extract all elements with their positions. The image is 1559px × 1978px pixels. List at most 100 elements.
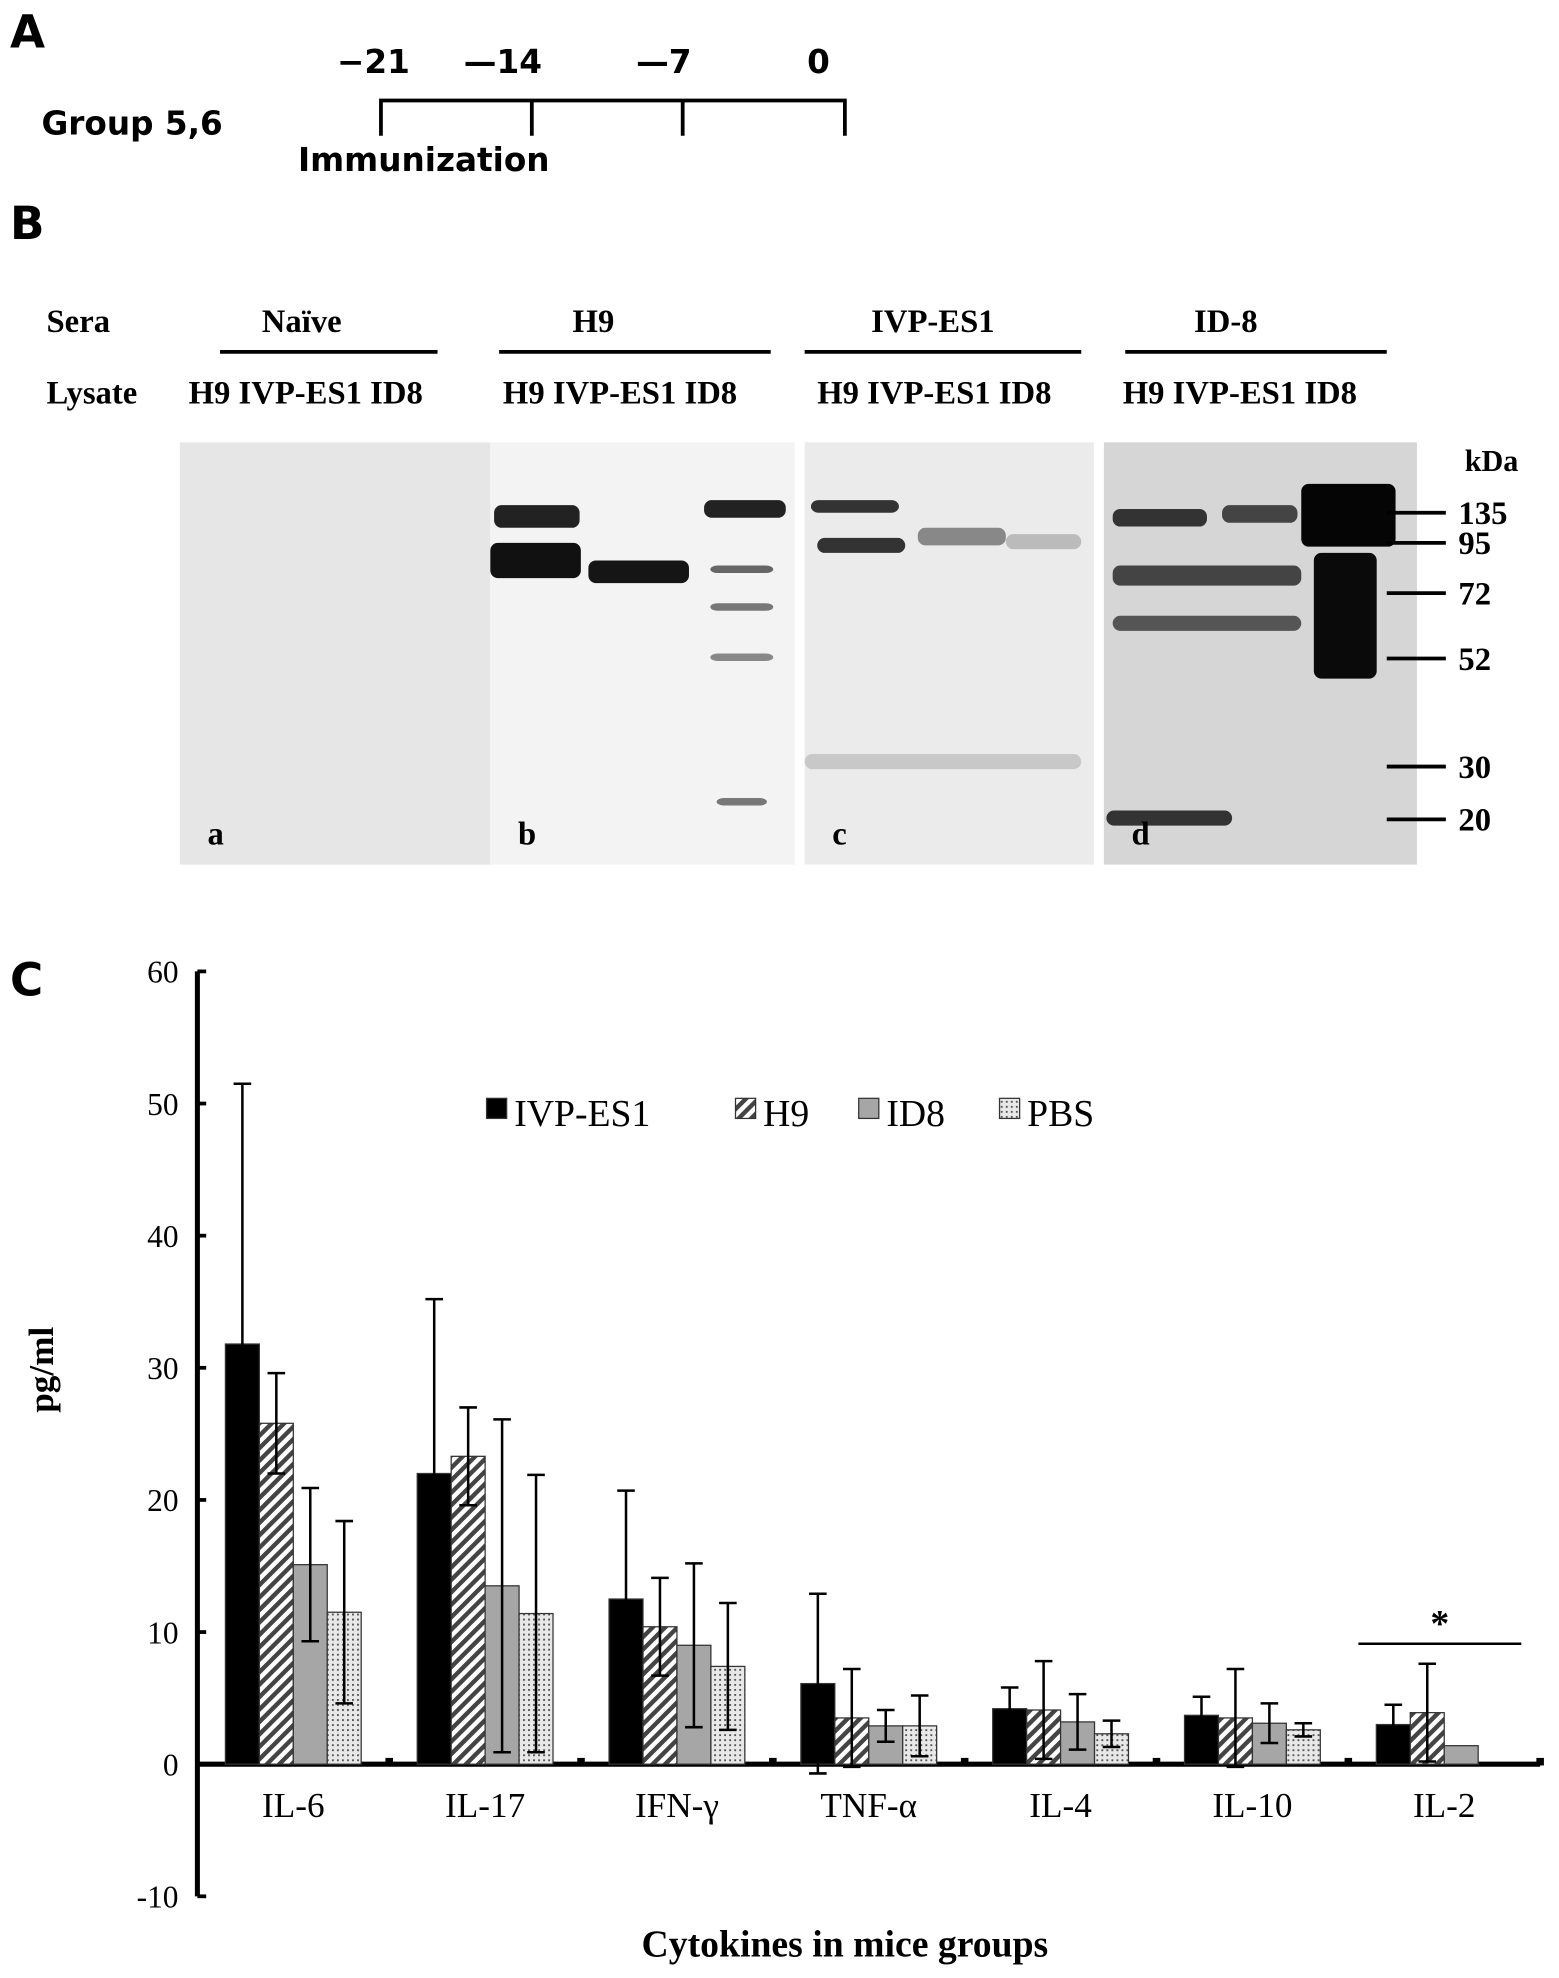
y-tick-label: 40	[147, 1219, 178, 1254]
y-tick-label: 50	[147, 1087, 178, 1122]
x-tick	[1344, 1757, 1353, 1766]
error-bar	[910, 1694, 929, 1758]
error-bar	[1000, 1686, 1019, 1732]
error-bar	[685, 1562, 703, 1729]
error-bar	[1294, 1721, 1313, 1738]
error-bar	[233, 1082, 252, 1606]
x-tick	[385, 1757, 393, 1766]
lysate-label: IVP-ES1	[239, 375, 362, 411]
error-bar	[527, 1473, 545, 1754]
sera-label: H9	[573, 304, 615, 340]
lysate-label: IVP-ES1	[1173, 375, 1296, 411]
significance-mark: *	[1430, 1603, 1449, 1645]
x-tick-label: IL-17	[445, 1786, 525, 1825]
x-tick-label: IL-4	[1029, 1786, 1092, 1825]
blot-band	[804, 754, 1082, 770]
error-bar	[267, 1371, 286, 1475]
blot-band	[1112, 615, 1302, 631]
legend-label: ID8	[886, 1093, 945, 1135]
x-tick	[577, 1757, 585, 1766]
blot-band	[1301, 483, 1396, 547]
error-bar	[1034, 1659, 1053, 1761]
x-tick-label: IFN-γ	[635, 1786, 719, 1825]
error-bar	[1260, 1702, 1279, 1745]
error-bar	[301, 1486, 320, 1643]
error-bar	[719, 1601, 737, 1732]
event-label: Immunization	[298, 141, 550, 179]
legend-label: PBS	[1027, 1093, 1094, 1135]
panel-label: C	[10, 953, 43, 1006]
lysate-label: H9	[503, 375, 545, 411]
legend-swatch	[734, 1097, 757, 1120]
blot-band	[710, 565, 774, 574]
blot-letter: d	[1132, 816, 1150, 852]
lysate-label: ID8	[999, 375, 1052, 411]
blot-band	[1313, 552, 1377, 679]
error-bar	[459, 1406, 477, 1507]
lysate-label: IVP-ES1	[867, 375, 990, 411]
sera-label: ID-8	[1194, 304, 1258, 340]
lysate-label: ID8	[1304, 375, 1357, 411]
y-tick-label: 20	[147, 1483, 178, 1518]
error-bar	[1102, 1719, 1121, 1749]
blot-band	[1106, 810, 1233, 826]
blot-band	[1005, 534, 1082, 550]
day-label: —7	[636, 43, 691, 81]
x-tick-label: IL-10	[1212, 1786, 1292, 1825]
blot-band	[917, 527, 1006, 546]
lysate-labels: H9 IVP-ES1 ID8	[189, 375, 423, 411]
marker-label: 72	[1458, 576, 1491, 612]
blot-band	[716, 797, 767, 806]
x-tick	[1536, 1757, 1544, 1766]
lysate-label: ID8	[370, 375, 423, 411]
error-bar	[425, 1297, 444, 1650]
marker-label: 135	[1458, 496, 1507, 532]
sera-label: Naïve	[262, 304, 342, 340]
error-bar	[1068, 1692, 1087, 1751]
blot-letter: b	[518, 816, 536, 852]
error-bar	[1192, 1695, 1211, 1736]
blot-band	[817, 537, 906, 553]
timeline	[379, 98, 847, 136]
row-title: Lysate	[47, 375, 138, 411]
lysate-labels: H9 IVP-ES1 ID8	[817, 375, 1051, 411]
error-bar	[335, 1519, 354, 1705]
lysate-label: H9	[189, 375, 231, 411]
sera-label: IVP-ES1	[871, 304, 994, 340]
y-tick-label: 60	[147, 955, 178, 990]
x-axis-title: Cytokines in mice groups	[642, 1924, 1049, 1966]
marker-label: 20	[1458, 803, 1491, 839]
x-tick-label: IL-2	[1413, 1786, 1476, 1825]
group-label: Group 5,6	[41, 104, 222, 142]
legend-label: H9	[763, 1093, 809, 1135]
error-bar	[1226, 1667, 1245, 1769]
blot-image	[179, 442, 491, 865]
blot-band	[704, 500, 786, 518]
error-bar	[876, 1708, 895, 1743]
error-bar	[617, 1489, 635, 1709]
lysate-labels: H9 IVP-ES1 ID8	[503, 375, 737, 411]
panel-label: B	[10, 197, 45, 250]
lysate-label: ID8	[684, 375, 737, 411]
legend-label: IVP-ES1	[514, 1093, 650, 1135]
x-tick	[960, 1757, 969, 1766]
error-bar	[809, 1592, 827, 1775]
blot-band	[810, 500, 899, 513]
legend-swatch	[858, 1097, 880, 1120]
marker-label: 52	[1458, 642, 1491, 678]
y-tick-label: 0	[163, 1748, 179, 1783]
error-bar	[842, 1667, 861, 1769]
lysate-label: H9	[817, 375, 859, 411]
blot-band	[1222, 505, 1298, 523]
blot-band	[1112, 508, 1207, 527]
panel-label: A	[10, 6, 45, 59]
marker-label: 30	[1458, 750, 1491, 786]
y-tick-label: 10	[147, 1615, 178, 1650]
error-bar	[1418, 1662, 1437, 1763]
blot-band	[490, 542, 581, 579]
legend-swatch	[998, 1097, 1021, 1120]
day-label: —14	[464, 43, 542, 81]
x-tick-label: IL-6	[262, 1786, 325, 1825]
